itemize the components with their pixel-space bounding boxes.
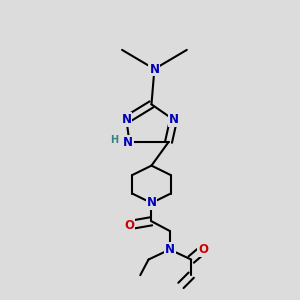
Text: N: N <box>169 113 178 126</box>
Text: N: N <box>165 243 175 256</box>
Text: O: O <box>124 219 134 232</box>
Text: H: H <box>110 135 118 145</box>
Text: N: N <box>122 113 131 126</box>
Text: O: O <box>198 243 208 256</box>
Text: N: N <box>149 62 159 76</box>
Text: N: N <box>146 196 157 209</box>
Text: N: N <box>123 136 133 148</box>
